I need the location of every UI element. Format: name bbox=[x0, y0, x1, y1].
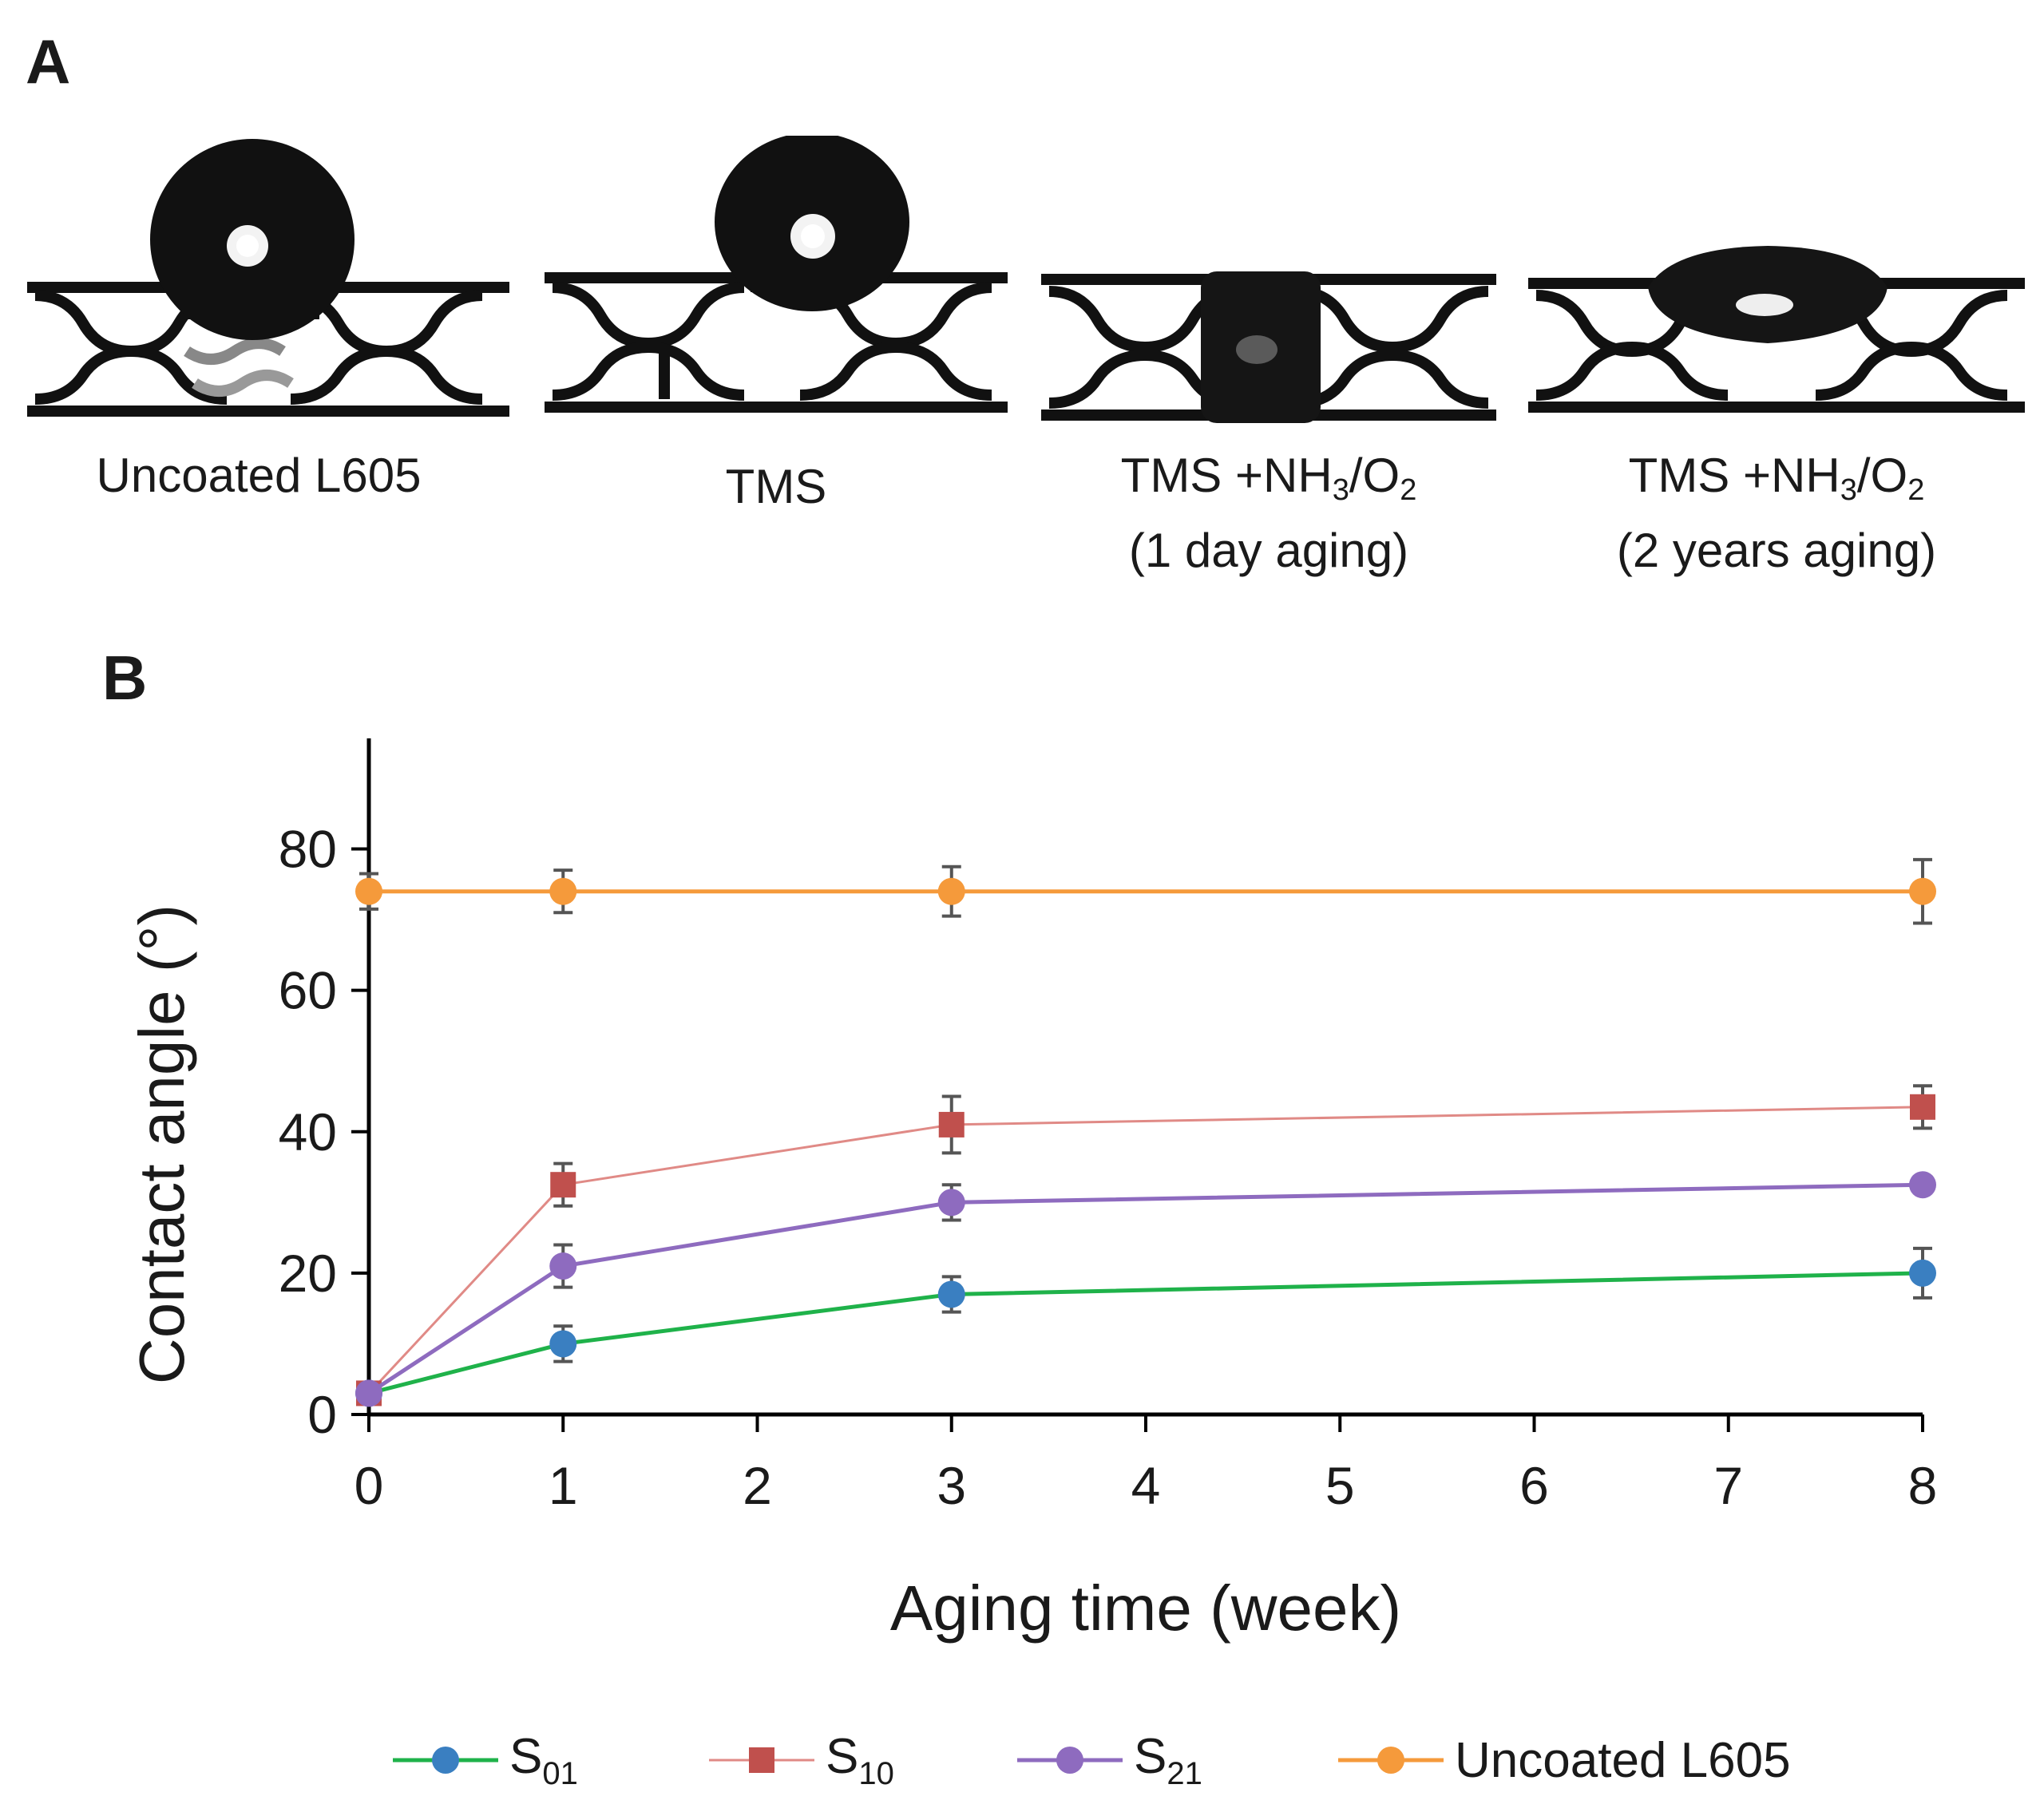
caption-text: /O bbox=[1856, 449, 1908, 502]
y-tick-label: 60 bbox=[279, 961, 337, 1020]
x-tick-label: 2 bbox=[743, 1456, 772, 1515]
y-tick-label: 40 bbox=[279, 1102, 337, 1161]
data-point bbox=[1909, 877, 1936, 905]
series-3 bbox=[355, 857, 1936, 925]
caption-tms-text: TMS bbox=[725, 460, 827, 513]
x-tick-label: 8 bbox=[1908, 1456, 1938, 1515]
data-point bbox=[549, 1252, 577, 1280]
droplet-photo-tms-nh3-o2-2years bbox=[1528, 136, 2025, 431]
legend-swatch bbox=[1017, 1747, 1123, 1774]
data-point bbox=[938, 1111, 965, 1138]
data-point bbox=[550, 1172, 576, 1198]
x-tick-label: 0 bbox=[355, 1456, 384, 1515]
legend-swatch-marker bbox=[749, 1747, 774, 1773]
caption-line2: (1 day aging) bbox=[1128, 524, 1409, 577]
legend-label: Uncoated L605 bbox=[1455, 1732, 1791, 1789]
data-point bbox=[1910, 1094, 1935, 1120]
series-1 bbox=[356, 1084, 1935, 1407]
series-line bbox=[367, 1182, 1923, 1395]
caption-tms: TMS bbox=[545, 457, 1008, 517]
x-tick-label: 6 bbox=[1519, 1456, 1549, 1515]
data-point bbox=[937, 1189, 965, 1217]
caption-text: TMS +NH bbox=[1628, 449, 1840, 502]
data-point bbox=[1909, 1259, 1936, 1287]
legend-swatch bbox=[393, 1747, 498, 1774]
legend-item-2: S21 bbox=[1014, 1716, 1202, 1804]
data-point bbox=[549, 877, 577, 905]
caption-text: /O bbox=[1349, 449, 1400, 502]
y-tick-label: 80 bbox=[279, 820, 337, 879]
y-axis-label: Contact angle (°) bbox=[126, 904, 197, 1384]
x-axis-label: Aging time (week) bbox=[890, 1573, 1401, 1644]
caption-line1: TMS +NH3/O2 bbox=[1041, 445, 1496, 520]
y-tick-label: 20 bbox=[279, 1244, 337, 1303]
y-tick-label: 0 bbox=[307, 1385, 337, 1444]
series-line bbox=[367, 1106, 1923, 1395]
legend-label: S10 bbox=[826, 1728, 894, 1792]
legend-item-0: S01 bbox=[390, 1716, 578, 1804]
data-point bbox=[549, 1330, 577, 1358]
caption-tms-nh3-o2-1day: TMS +NH3/O2 (1 day aging) bbox=[1041, 445, 1496, 581]
legend-label-text: Uncoated L605 bbox=[1455, 1732, 1791, 1788]
droplet-photo-uncoated bbox=[27, 136, 509, 431]
x-tick-label: 1 bbox=[549, 1456, 578, 1515]
legend-swatch bbox=[1338, 1747, 1444, 1774]
caption-subscript: 2 bbox=[1907, 473, 1925, 507]
chart-legend: S01 S10 S21 Uncoated L605 bbox=[0, 1716, 2044, 1804]
legend-label-text: S bbox=[509, 1729, 543, 1784]
caption-line1: TMS +NH3/O2 bbox=[1528, 445, 2025, 520]
caption-uncoated-l605: Uncoated L605 bbox=[27, 445, 490, 506]
legend-label-subscript: 10 bbox=[858, 1756, 894, 1791]
caption-subscript: 2 bbox=[1400, 473, 1417, 507]
droplet-photo-tms-nh3-o2-1day bbox=[1041, 136, 1496, 431]
x-tick-label: 7 bbox=[1713, 1456, 1743, 1515]
x-tick-label: 5 bbox=[1325, 1456, 1355, 1515]
legend-swatch-marker bbox=[1056, 1747, 1083, 1774]
legend-label-subscript: 01 bbox=[542, 1756, 578, 1791]
data-point bbox=[937, 1280, 965, 1308]
legend-label: S21 bbox=[1134, 1728, 1202, 1792]
legend-label-text: S bbox=[826, 1729, 859, 1784]
droplet-photo-tms bbox=[545, 136, 1008, 431]
data-point bbox=[355, 877, 382, 905]
caption-uncoated-l605-text: Uncoated L605 bbox=[96, 449, 422, 502]
panel-b-letter: B bbox=[102, 643, 148, 713]
data-point bbox=[355, 1379, 382, 1407]
legend-swatch-marker bbox=[432, 1747, 459, 1774]
panel-a-letter: A bbox=[26, 26, 71, 97]
legend-label-text: S bbox=[1134, 1729, 1167, 1784]
legend-label: S01 bbox=[509, 1728, 578, 1792]
data-point bbox=[937, 877, 965, 905]
data-point bbox=[1909, 1171, 1936, 1199]
x-tick-label: 3 bbox=[937, 1456, 966, 1515]
legend-label-subscript: 21 bbox=[1167, 1756, 1202, 1791]
caption-subscript: 3 bbox=[1840, 473, 1857, 507]
legend-item-3: Uncoated L605 bbox=[1335, 1716, 1791, 1804]
x-tick-label: 4 bbox=[1131, 1456, 1161, 1515]
legend-swatch bbox=[709, 1747, 814, 1773]
caption-subscript: 3 bbox=[1332, 473, 1349, 507]
caption-text: TMS +NH bbox=[1120, 449, 1333, 502]
chart-series-layer bbox=[355, 857, 1936, 1407]
legend-item-1: S10 bbox=[706, 1716, 894, 1804]
series-2 bbox=[355, 1171, 1936, 1407]
series-line bbox=[368, 1271, 1923, 1395]
series-0 bbox=[355, 1246, 1936, 1407]
caption-tms-nh3-o2-2years: TMS +NH3/O2 (2 years aging) bbox=[1528, 445, 2025, 581]
caption-line2: (2 years aging) bbox=[1616, 524, 1937, 577]
legend-swatch-marker bbox=[1377, 1747, 1404, 1774]
